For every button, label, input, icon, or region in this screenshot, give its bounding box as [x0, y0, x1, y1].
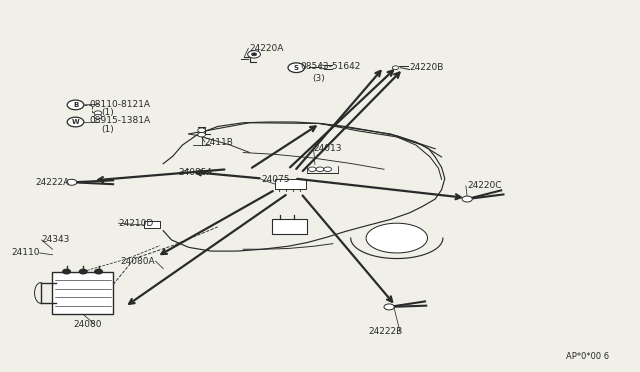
- Text: 24220C: 24220C: [467, 182, 502, 190]
- Text: AP*0*00 6: AP*0*00 6: [566, 352, 609, 361]
- Text: 24220B: 24220B: [410, 63, 444, 72]
- Text: 08915-1381A: 08915-1381A: [90, 116, 151, 125]
- Circle shape: [324, 167, 332, 171]
- Text: 24343: 24343: [42, 235, 70, 244]
- Circle shape: [198, 128, 205, 132]
- Circle shape: [248, 51, 260, 58]
- Circle shape: [63, 269, 70, 274]
- Circle shape: [67, 100, 84, 110]
- Text: 24013: 24013: [314, 144, 342, 153]
- Circle shape: [308, 167, 316, 171]
- Text: (1): (1): [101, 125, 114, 134]
- Bar: [144, 221, 160, 228]
- Circle shape: [198, 132, 205, 137]
- Circle shape: [94, 115, 102, 119]
- Polygon shape: [366, 223, 428, 253]
- Text: 08110-8121A: 08110-8121A: [90, 100, 150, 109]
- Circle shape: [252, 53, 257, 56]
- Circle shape: [95, 269, 102, 274]
- Text: 2411B: 2411B: [205, 138, 234, 147]
- Text: 24222B: 24222B: [368, 327, 403, 336]
- Text: 24080: 24080: [74, 320, 102, 329]
- Text: 24220A: 24220A: [250, 44, 284, 53]
- Bar: [52, 272, 113, 314]
- Text: 24075: 24075: [261, 175, 290, 184]
- Circle shape: [79, 269, 87, 274]
- Text: (1): (1): [101, 108, 114, 117]
- Bar: [275, 179, 306, 189]
- Bar: [272, 219, 307, 234]
- Circle shape: [319, 65, 325, 69]
- Circle shape: [392, 66, 399, 70]
- Circle shape: [462, 196, 472, 202]
- Circle shape: [67, 117, 84, 127]
- Text: 24222A: 24222A: [35, 178, 70, 187]
- Circle shape: [384, 304, 394, 310]
- Text: S: S: [294, 65, 299, 71]
- Circle shape: [67, 179, 77, 185]
- Circle shape: [288, 63, 305, 73]
- Text: B: B: [73, 102, 78, 108]
- Text: 24210D: 24210D: [118, 219, 154, 228]
- Circle shape: [94, 111, 102, 115]
- Text: 24080A: 24080A: [120, 257, 155, 266]
- Text: 24110: 24110: [12, 248, 40, 257]
- Text: 24085A: 24085A: [178, 169, 212, 177]
- Text: (3): (3): [312, 74, 325, 83]
- Text: W: W: [72, 119, 79, 125]
- Circle shape: [316, 167, 324, 171]
- Text: 08543-51642: 08543-51642: [301, 62, 361, 71]
